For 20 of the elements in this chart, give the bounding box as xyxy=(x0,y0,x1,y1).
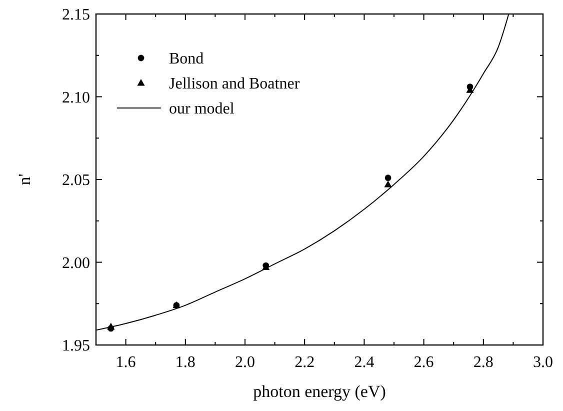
y-tick-label: 2.10 xyxy=(62,89,90,106)
x-tick-label: 2.6 xyxy=(414,354,434,371)
x-axis-title: photon energy (eV) xyxy=(253,382,386,401)
x-tick-label: 2.2 xyxy=(294,354,315,371)
y-tick-label: 2.00 xyxy=(62,254,90,272)
x-tick-label: 1.8 xyxy=(175,354,196,371)
x-tick-label: 1.6 xyxy=(116,354,136,371)
x-tick-label: 2.8 xyxy=(473,354,494,371)
legend-label: Bond xyxy=(169,50,204,68)
y-tick-label: 2.15 xyxy=(62,6,90,24)
x-tick-label: 2.0 xyxy=(235,354,255,371)
point xyxy=(384,174,392,182)
y-axis-title: n' xyxy=(15,174,34,186)
legend-label: Jellison and Boatner xyxy=(169,76,300,93)
x-tick-label: 3.0 xyxy=(533,354,553,371)
y-tick-label: 1.95 xyxy=(62,338,90,355)
legend-label: our model xyxy=(169,100,235,118)
x-tick-label: 2.4 xyxy=(354,354,374,371)
y-tick-label: 2.05 xyxy=(62,172,90,190)
point xyxy=(384,180,392,188)
